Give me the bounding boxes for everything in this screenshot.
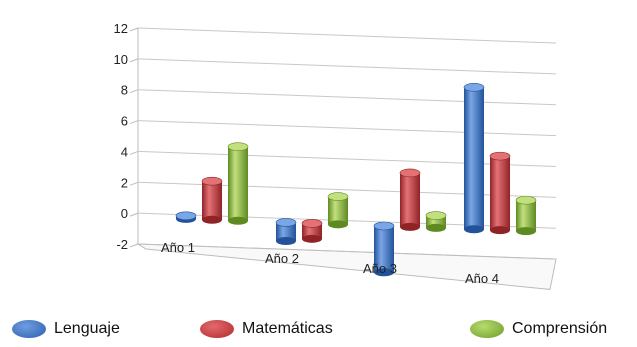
y-tick-mark-neg2 [129, 243, 139, 248]
legend-swatch-comprension [470, 320, 504, 338]
chart-walls [137, 28, 147, 250]
y-tick-mark-10 [129, 58, 139, 63]
y-tick-mark-12 [129, 27, 139, 32]
y-tick-label-0: 0 [121, 206, 128, 221]
gridline-4 [137, 150, 557, 167]
y-tick-label-neg2: -2 [116, 237, 128, 252]
legend: Lenguaje Matemáticas Comprensión [0, 314, 637, 344]
y-tick-mark-4 [129, 150, 139, 155]
legend-item-matematicas: Matemáticas [200, 314, 333, 344]
legend-label-comprension: Comprensión [512, 320, 608, 337]
gridline-8 [137, 89, 557, 106]
legend-swatch-matematicas [200, 320, 234, 338]
bar-comprension-ano-2 [327, 192, 349, 229]
y-tick-label-10: 10 [114, 52, 128, 67]
bars [175, 82, 537, 277]
x-axis-categories: Año 1 Año 2 Año 3 Año 4 [161, 240, 499, 286]
legend-item-lenguaje: Lenguaje [12, 314, 120, 344]
y-axis-ticks: -2 0 2 4 6 8 10 12 [114, 21, 139, 252]
bar-comprension-ano-1 [227, 142, 249, 225]
bar-matematicas-ano-3 [399, 168, 421, 231]
bar-comprension-ano-4 [515, 195, 537, 236]
category-label-ano-2: Año 2 [265, 251, 299, 266]
y-tick-mark-8 [129, 89, 139, 94]
legend-swatch-lenguaje [12, 320, 46, 338]
y-tick-mark-6 [129, 120, 139, 125]
legend-item-comprension: Comprensión [470, 314, 607, 344]
bar-lenguaje-ano-3 [373, 221, 395, 277]
bar-chart-3d: -2 0 2 4 6 8 10 12 Año 1 Año 2 Año 3 Año 4 [114, 21, 557, 290]
legend-label-lenguaje: Lenguaje [54, 320, 120, 337]
y-tick-label-2: 2 [121, 175, 128, 190]
side-wall-edge [137, 28, 147, 250]
chart-floor [136, 243, 557, 290]
gridline-10 [137, 58, 557, 75]
bar-matematicas-ano-2 [301, 219, 323, 243]
y-tick-label-12: 12 [114, 21, 128, 36]
category-label-ano-3: Año 3 [363, 261, 397, 276]
y-tick-label-4: 4 [121, 144, 128, 159]
bar-matematicas-ano-4 [489, 151, 511, 235]
category-label-ano-4: Año 4 [465, 271, 499, 286]
bar-matematicas-ano-1 [201, 176, 223, 224]
bar-lenguaje-ano-4 [463, 82, 485, 234]
category-label-ano-1: Año 1 [161, 240, 195, 255]
bar-lenguaje-ano-1 [175, 211, 197, 223]
y-tick-label-8: 8 [121, 83, 128, 98]
y-tick-mark-2 [129, 181, 139, 186]
legend-label-matematicas: Matemáticas [242, 320, 333, 337]
bar-comprension-ano-3 [425, 211, 447, 232]
bar-lenguaje-ano-2 [275, 218, 297, 245]
y-tick-mark-0 [129, 212, 139, 217]
gridline-6 [137, 120, 557, 137]
y-tick-label-6: 6 [121, 114, 128, 129]
floor-plane [136, 243, 557, 290]
gridline-12 [137, 27, 557, 44]
